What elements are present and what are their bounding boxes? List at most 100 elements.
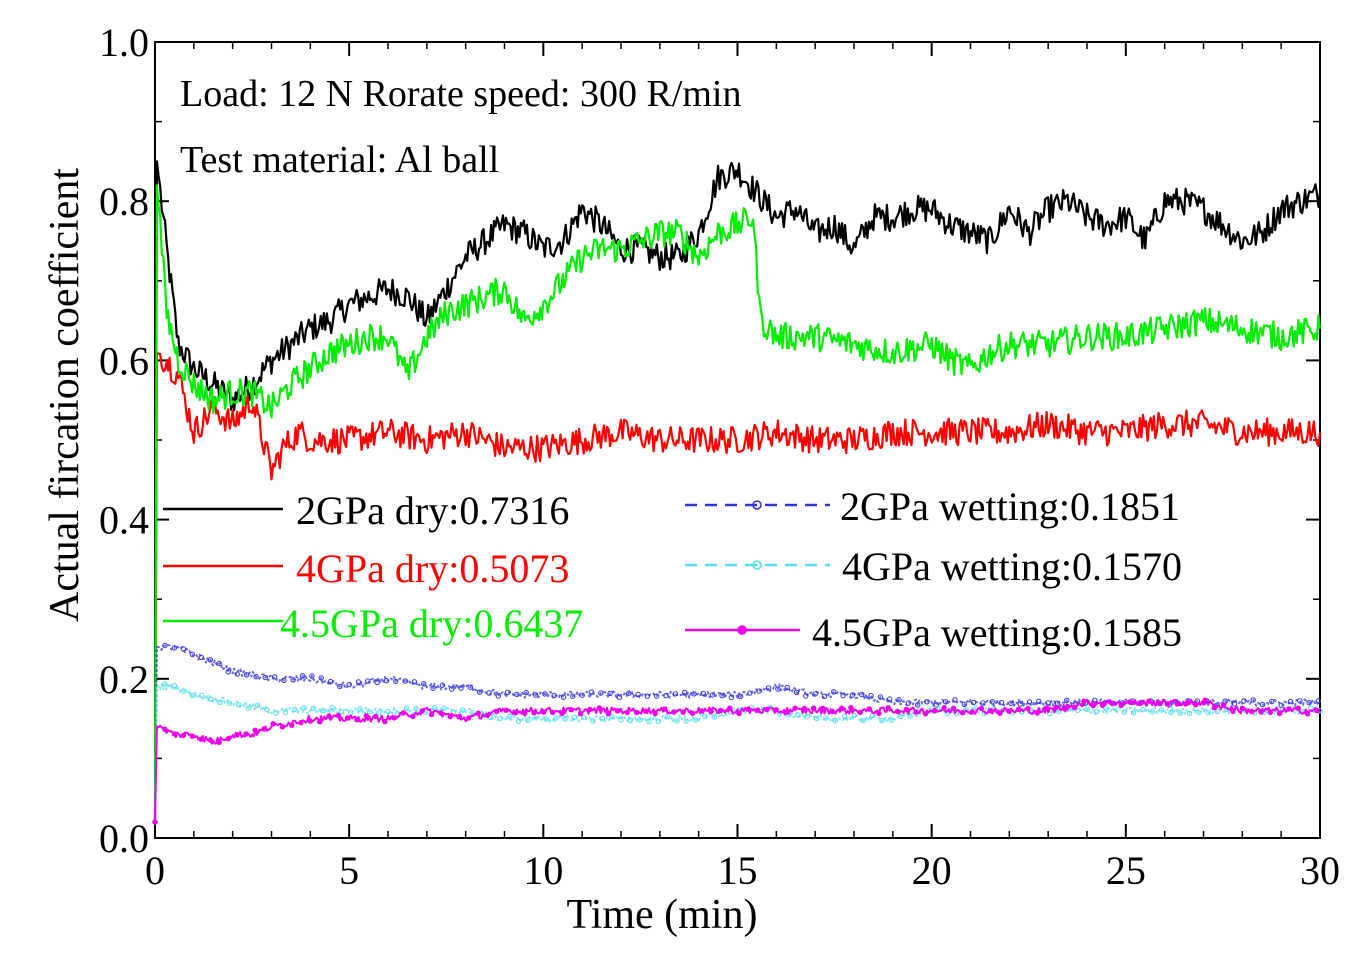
series-marker-3 [961,701,967,707]
series-marker-5 [503,707,509,713]
series-marker-3 [411,679,418,685]
series-marker-5 [225,736,231,742]
series-marker-5 [494,708,500,715]
series-marker-4 [860,717,866,724]
series-marker-3 [812,691,818,697]
series-marker-5 [1118,702,1124,708]
series-marker-5 [1202,697,1208,703]
series-marker-5 [298,719,304,726]
series-marker-5 [1258,709,1264,715]
y-tick-label-2: 0.4 [99,498,149,543]
series-marker-3 [421,681,427,687]
series-marker-5 [988,708,994,714]
series-marker-5 [941,705,947,711]
series-marker-5 [1090,702,1096,709]
series-marker-5 [1267,709,1274,715]
series-marker-4 [1093,709,1100,715]
series-marker-4 [525,717,531,723]
series-marker-5 [1127,699,1134,705]
series-marker-5 [1155,700,1162,706]
legend-marker-4-5gpa-wetting [737,625,747,635]
series-marker-4 [683,718,689,724]
series-marker-4 [1130,710,1137,716]
series-marker-3 [747,690,753,696]
series-marker-5 [661,706,668,712]
series-marker-3 [476,689,483,695]
series-marker-5 [866,706,873,712]
series-line-0 [153,160,1322,823]
series-marker-5 [1193,702,1199,708]
series-marker-3 [560,694,567,700]
series-marker-4 [320,707,326,714]
y-tick-label-5: 1.0 [99,20,149,65]
series-marker-4 [562,716,568,722]
legend: 2GPa dry:0.7316 4GPa dry:0.5073 4.5GPa d… [163,484,1182,655]
y-tick-label-0: 0.0 [99,816,149,861]
series-marker-3 [598,690,604,696]
series-marker-5 [1174,701,1180,707]
legend-label-4-5gpa-wetting: 4.5GPa wetting:0.1585 [812,610,1182,655]
series-marker-3 [859,691,865,698]
series-marker-5 [1062,706,1069,712]
series-marker-4 [245,705,251,711]
series-marker-3 [644,693,651,699]
series-marker-3 [1269,698,1275,705]
series-marker-5 [885,705,891,711]
y-tick-label-4: 0.8 [99,179,149,224]
series-marker-3 [1297,698,1303,704]
series-marker-3 [234,671,241,677]
series-marker-4 [431,705,438,711]
series-marker-5 [307,718,313,724]
series-marker-3 [162,642,168,649]
series-marker-3 [654,693,660,699]
series-marker-3 [514,691,520,698]
series-marker-3 [171,645,178,651]
series-marker-3 [942,699,949,705]
series-marker-4 [692,717,699,723]
series-marker-3 [793,689,800,695]
series-marker-4 [814,715,820,722]
series-marker-5 [180,732,187,738]
series-marker-5 [1249,708,1255,715]
series-marker-3 [728,694,734,701]
series-marker-3 [579,692,585,698]
series-marker-5 [820,705,826,712]
series-marker-3 [887,696,893,702]
series-marker-5 [1276,710,1283,717]
series-marker-3 [1017,701,1023,707]
series-marker-3 [831,689,837,695]
series-marker-4 [1158,707,1165,713]
series-marker-5 [1099,702,1106,709]
series-marker-4 [646,718,652,725]
series-marker-3 [262,674,268,681]
series-marker-5 [1211,704,1218,711]
legend-marker-2gpa-wetting [752,500,762,510]
series-marker-3 [309,673,315,679]
series-marker-5 [717,707,724,714]
x-tick-label-5: 25 [1106,848,1146,893]
series-marker-3 [998,700,1005,706]
series-marker-4 [1205,710,1211,716]
x-tick-label-0: 0 [145,848,165,893]
series-marker-5 [1304,711,1311,717]
series-marker-5 [1025,705,1031,712]
series-marker-5 [531,710,537,716]
series-marker-5 [773,707,779,713]
legend-label-4-5gpa-dry: 4.5GPa dry:0.6437 [280,601,583,646]
series-marker-5 [1239,705,1246,711]
series-marker-5 [270,721,276,727]
series-marker-3 [1250,697,1256,703]
series-marker-5 [876,710,882,717]
series-marker-4 [403,705,410,711]
series-marker-4 [236,702,242,708]
series-marker-5 [643,708,649,714]
series-marker-4 [198,692,205,699]
series-marker-4 [832,718,839,724]
series-marker-3 [915,702,921,708]
series-marker-3 [775,686,781,692]
series-marker-4 [189,692,196,699]
series-marker-3 [765,685,772,691]
series-marker-3 [980,700,986,706]
series-marker-4 [459,707,466,713]
y-axis-title: Actual fircation coefficient [42,168,88,622]
